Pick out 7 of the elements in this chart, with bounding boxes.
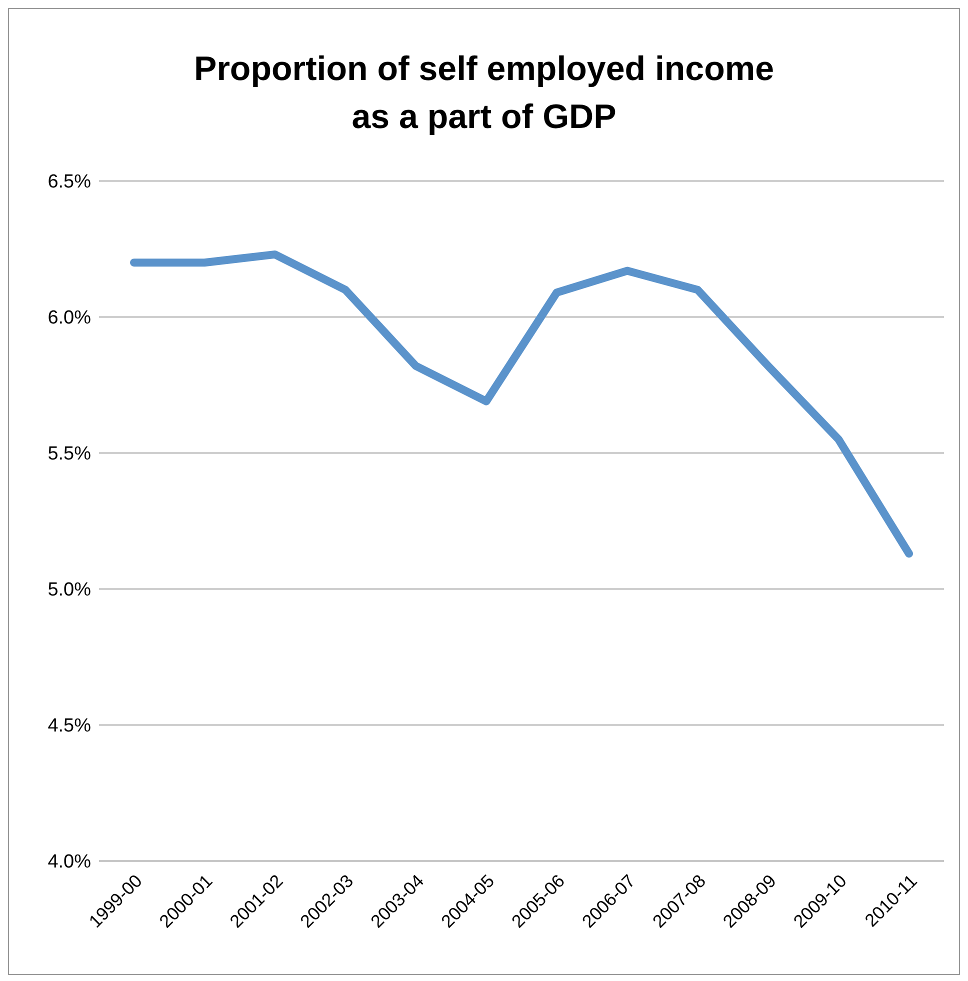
chart-title: Proportion of self employed income as a part of GDP (193, 49, 775, 138)
y-tick-label: 6.5% (48, 172, 92, 193)
y-tick-label: 4.5% (48, 716, 92, 737)
y-tick-label: 5.5% (48, 444, 92, 465)
y-tick-label: 4.0% (48, 852, 92, 873)
y-tick-label: 6.0% (48, 308, 92, 329)
y-tick-label: 5.0% (48, 580, 92, 601)
